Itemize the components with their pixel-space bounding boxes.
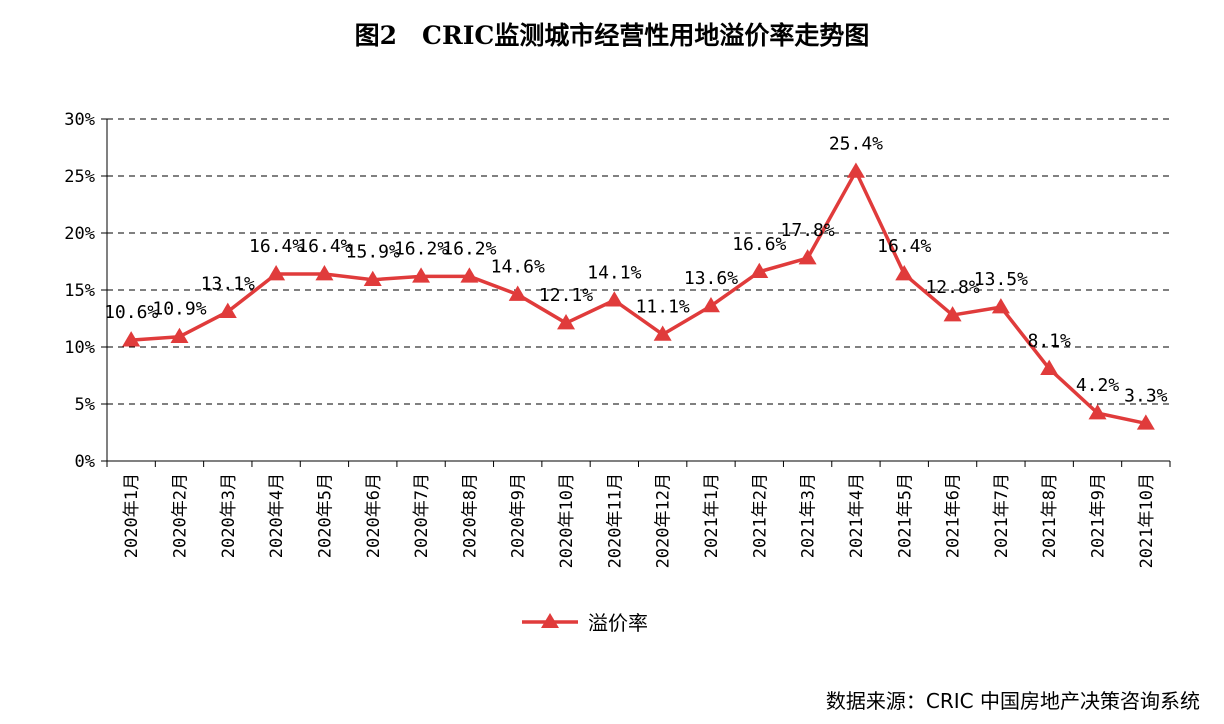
- data-label: 17.8%: [781, 220, 835, 241]
- x-tick-label: 2020年1月: [122, 473, 142, 558]
- x-tick-label: 2020年3月: [219, 473, 239, 558]
- data-point-marker: [605, 291, 624, 307]
- data-point-marker: [557, 314, 576, 330]
- data-point-marker: [267, 265, 286, 281]
- y-tick-label: 10%: [64, 338, 95, 358]
- y-axis-ticks: 0% 5% 10% 15% 20% 25% 30%: [64, 110, 95, 472]
- data-point-marker: [412, 267, 431, 283]
- data-point-marker: [798, 249, 817, 265]
- source-note: 数据来源：CRIC 中国房地产决策咨询系统: [825, 689, 1200, 713]
- y-tick-label: 30%: [64, 110, 95, 130]
- x-tick-label: 2020年7月: [412, 473, 432, 558]
- data-point-marker: [943, 306, 962, 322]
- series-line: [131, 169, 1147, 426]
- legend: 溢价率: [522, 611, 648, 635]
- data-point-marker: [846, 162, 865, 178]
- x-tick-label: 2021年7月: [992, 473, 1012, 558]
- data-label: 14.6%: [491, 257, 545, 278]
- x-tick-label: 2021年6月: [944, 473, 964, 558]
- data-label: 12.8%: [925, 277, 979, 298]
- data-label: 12.1%: [539, 285, 593, 306]
- data-point-marker: [1040, 359, 1059, 375]
- data-label: 8.1%: [1028, 331, 1072, 352]
- data-label: 14.1%: [587, 262, 641, 283]
- x-tick-label: 2020年9月: [509, 473, 529, 558]
- y-tick-label: 5%: [75, 395, 95, 415]
- data-point-marker: [508, 285, 527, 301]
- x-tick-label: 2021年3月: [799, 473, 819, 558]
- data-label: 13.1%: [201, 274, 255, 295]
- data-label: 16.4%: [249, 236, 303, 257]
- data-point-marker: [653, 325, 672, 341]
- data-point-marker: [170, 327, 189, 344]
- x-axis-ticks: 2020年1月 2020年2月 2020年3月 2020年4月 2020年5月 2020年…: [122, 473, 1157, 568]
- x-tick-label: 2021年2月: [750, 473, 770, 558]
- data-label: 11.1%: [636, 296, 690, 317]
- x-tick-label: 2021年9月: [1089, 473, 1109, 558]
- x-tick-label: 2020年4月: [267, 473, 287, 558]
- data-point-marker: [363, 270, 382, 287]
- x-tick-label: 2020年11月: [605, 473, 625, 568]
- x-tick-label: 2020年5月: [315, 473, 335, 558]
- data-label: 16.4%: [297, 236, 351, 257]
- y-tick-label: 15%: [64, 281, 95, 301]
- data-label: 10.9%: [152, 299, 206, 320]
- data-label: 13.6%: [684, 268, 738, 289]
- series-layer: [122, 162, 1155, 430]
- data-label: 3.3%: [1124, 385, 1168, 406]
- data-label: 15.9%: [346, 242, 400, 263]
- y-tick-label: 25%: [64, 167, 95, 187]
- x-tick-label: 2021年4月: [847, 473, 867, 558]
- x-tick-label: 2020年10月: [557, 473, 577, 568]
- data-point-marker: [1088, 404, 1107, 420]
- data-point-marker: [750, 262, 769, 279]
- data-label: 13.5%: [974, 269, 1028, 290]
- data-point-marker: [1136, 414, 1155, 430]
- data-labels: 10.6%10.9%13.1%16.4%16.4%15.9%16.2%16.2%…: [104, 133, 1168, 406]
- axes: [101, 118, 1171, 467]
- data-label: 16.2%: [442, 238, 496, 259]
- legend-marker: [541, 613, 559, 628]
- grid-lines: [107, 118, 1170, 405]
- x-tick-label: 2021年1月: [702, 473, 722, 558]
- x-tick-label: 2020年12月: [654, 473, 674, 568]
- data-label: 16.2%: [394, 238, 448, 259]
- x-tick-label: 2020年8月: [460, 473, 480, 558]
- data-point-marker: [991, 298, 1010, 314]
- data-point-marker: [460, 267, 479, 283]
- data-point-marker: [315, 265, 334, 281]
- x-tick-label: 2021年5月: [895, 473, 915, 558]
- data-label: 10.6%: [104, 302, 158, 323]
- legend-label: 溢价率: [588, 611, 648, 635]
- x-tick-label: 2020年2月: [170, 473, 190, 558]
- y-tick-label: 0%: [75, 452, 95, 472]
- data-label: 25.4%: [829, 133, 883, 154]
- x-tick-label: 2021年8月: [1040, 473, 1060, 558]
- data-point-marker: [122, 331, 141, 347]
- data-label: 4.2%: [1076, 375, 1120, 396]
- x-tick-label: 2021年10月: [1137, 473, 1157, 568]
- data-point-marker: [895, 265, 914, 281]
- x-tick-label: 2020年6月: [364, 473, 384, 558]
- data-point-marker: [701, 296, 720, 313]
- y-tick-label: 20%: [64, 224, 95, 244]
- data-label: 16.4%: [877, 236, 931, 257]
- data-point-marker: [218, 302, 237, 318]
- data-label: 16.6%: [732, 234, 786, 255]
- chart-title: 图2 CRIC监测城市经营性用地溢价率走势图: [354, 21, 870, 50]
